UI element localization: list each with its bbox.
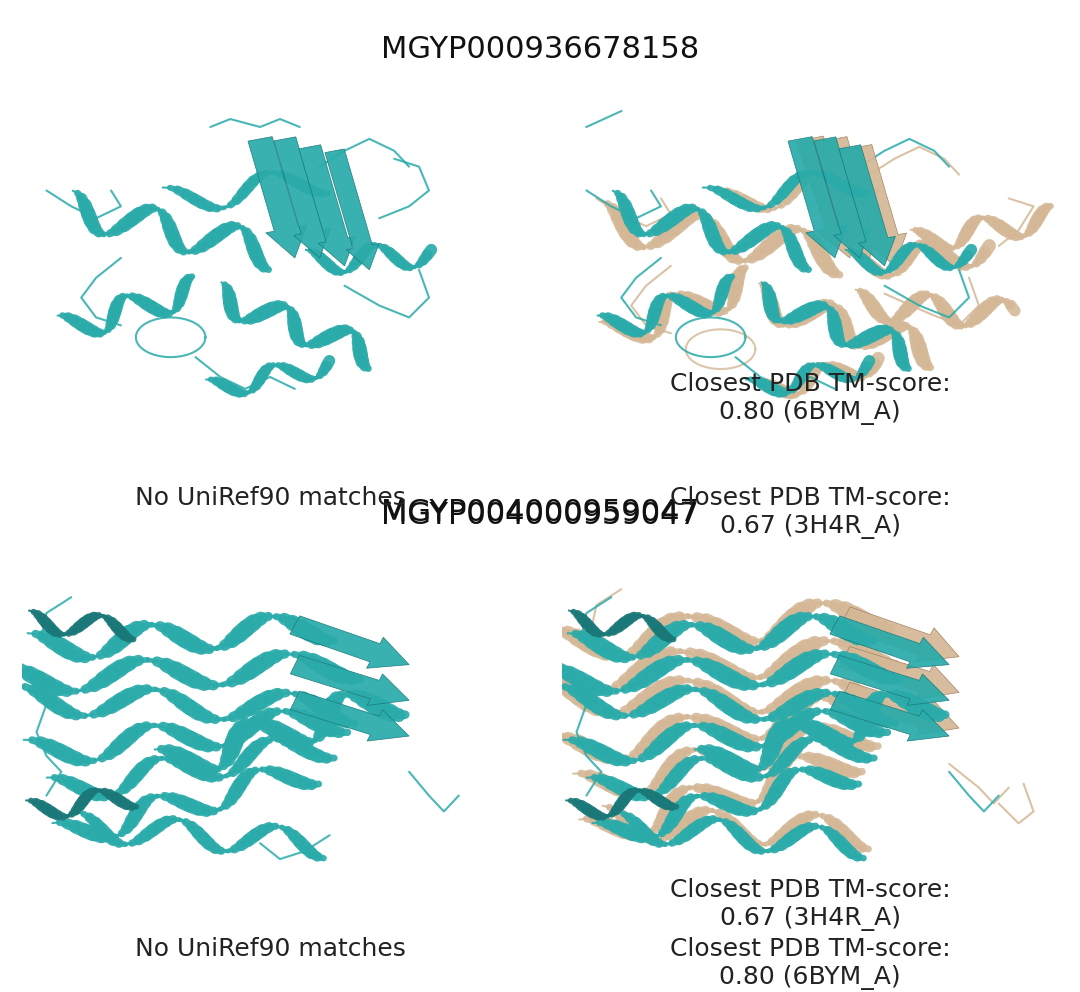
Polygon shape	[839, 607, 959, 662]
Text: No UniRef90 matches: No UniRef90 matches	[135, 486, 405, 510]
Polygon shape	[839, 145, 895, 266]
Polygon shape	[291, 691, 409, 741]
Text: No UniRef90 matches: No UniRef90 matches	[135, 937, 405, 961]
Polygon shape	[788, 137, 847, 258]
Polygon shape	[248, 137, 307, 258]
Text: Closest PDB TM-score:
0.67 (3H4R_A): Closest PDB TM-score: 0.67 (3H4R_A)	[670, 878, 950, 930]
Text: Closest PDB TM-score:
0.80 (6BYM_A): Closest PDB TM-score: 0.80 (6BYM_A)	[670, 937, 950, 990]
Polygon shape	[831, 656, 949, 705]
Polygon shape	[299, 145, 355, 266]
Polygon shape	[840, 647, 959, 699]
Text: MGYP004000959047: MGYP004000959047	[381, 501, 699, 530]
Polygon shape	[840, 682, 959, 735]
Polygon shape	[831, 691, 949, 741]
Polygon shape	[829, 616, 949, 669]
Polygon shape	[823, 137, 881, 258]
Polygon shape	[797, 136, 862, 258]
Text: Closest PDB TM-score:
0.67 (3H4R_A): Closest PDB TM-score: 0.67 (3H4R_A)	[670, 486, 950, 539]
Polygon shape	[848, 145, 906, 266]
Polygon shape	[325, 149, 379, 270]
Text: MGYP004000959047: MGYP004000959047	[381, 498, 699, 527]
Polygon shape	[274, 137, 330, 258]
Polygon shape	[289, 616, 409, 669]
Polygon shape	[291, 656, 409, 705]
Text: MGYP000936678158: MGYP000936678158	[381, 35, 699, 63]
Polygon shape	[814, 137, 870, 258]
Text: Closest PDB TM-score:
0.80 (6BYM_A): Closest PDB TM-score: 0.80 (6BYM_A)	[670, 372, 950, 425]
